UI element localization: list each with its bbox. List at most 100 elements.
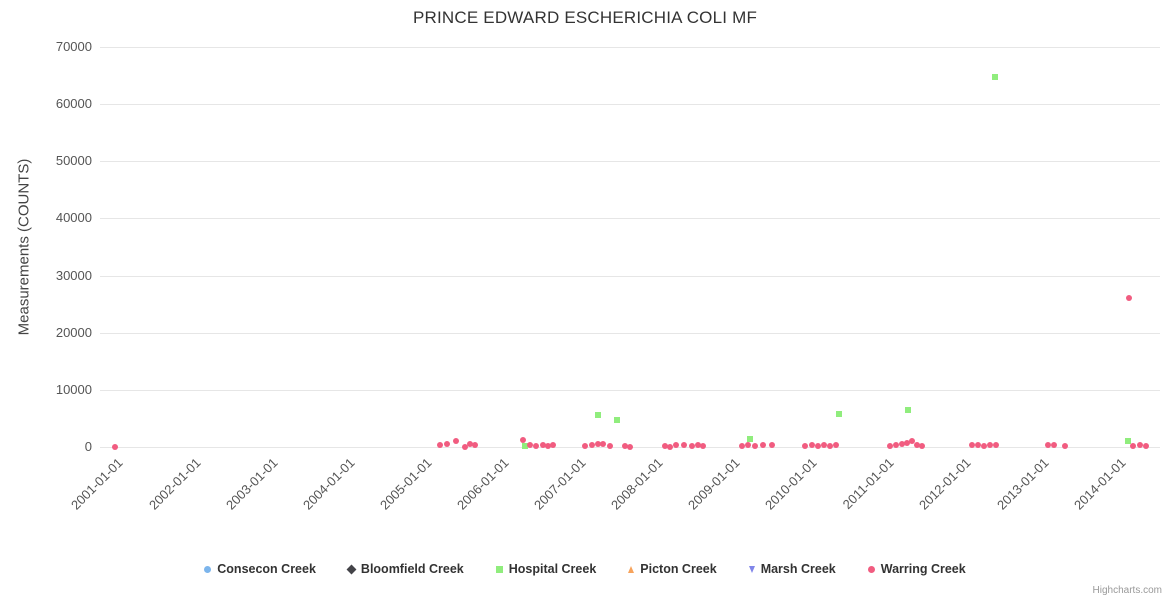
data-point[interactable]	[918, 442, 925, 449]
data-point[interactable]	[666, 444, 673, 450]
x-tick-label: 2005-01-01	[376, 455, 435, 513]
data-point[interactable]	[893, 442, 900, 449]
legend-item[interactable]: Marsh Creek	[748, 562, 836, 576]
data-point[interactable]	[975, 442, 982, 449]
data-point[interactable]	[621, 442, 628, 449]
data-point[interactable]	[443, 441, 450, 448]
data-point[interactable]	[836, 411, 843, 418]
data-point[interactable]	[471, 442, 478, 449]
data-point[interactable]	[968, 442, 975, 449]
data-point[interactable]	[759, 442, 766, 449]
data-point[interactable]	[527, 442, 534, 449]
gridline	[100, 389, 1160, 391]
data-point[interactable]	[908, 438, 915, 445]
square-icon	[495, 565, 503, 573]
legend-item[interactable]: Bloomfield Creek	[346, 562, 464, 576]
y-tick-label: 0	[84, 439, 92, 454]
data-point[interactable]	[1050, 442, 1057, 449]
y-tick-label: 50000	[55, 153, 92, 169]
x-tick-label: 2002-01-01	[145, 455, 204, 513]
legend-label: Marsh Creek	[760, 562, 836, 576]
highcharts-credits-link[interactable]: Highcharts.com	[1092, 585, 1162, 596]
data-point[interactable]	[436, 442, 443, 449]
x-tick-label: 2012-01-01	[916, 455, 975, 513]
legend-item[interactable]: Warring Creek	[867, 562, 966, 576]
data-point[interactable]	[752, 442, 759, 449]
x-tick-label: 2013-01-01	[993, 455, 1052, 513]
data-point[interactable]	[1062, 442, 1069, 449]
data-point[interactable]	[540, 442, 547, 449]
data-point[interactable]	[627, 444, 634, 450]
data-point[interactable]	[672, 442, 679, 449]
data-point[interactable]	[1136, 442, 1143, 449]
x-tick-label: 2008-01-01	[608, 455, 666, 513]
gridline	[100, 104, 1160, 106]
data-point[interactable]	[1125, 437, 1132, 444]
data-point[interactable]	[453, 438, 460, 445]
x-tick-label: 2006-01-01	[453, 455, 512, 513]
data-point[interactable]	[112, 444, 119, 450]
gridline	[100, 161, 1160, 163]
y-axis-title: Measurements (COUNTS)	[15, 158, 33, 336]
data-point[interactable]	[595, 412, 601, 418]
data-point[interactable]	[739, 442, 746, 449]
data-point[interactable]	[599, 441, 606, 448]
data-point[interactable]	[814, 442, 821, 449]
gridline	[100, 275, 1160, 277]
data-point[interactable]	[461, 444, 468, 450]
data-point[interactable]	[746, 436, 753, 442]
data-point[interactable]	[581, 442, 588, 449]
data-point[interactable]	[820, 442, 827, 449]
data-point[interactable]	[986, 442, 993, 449]
data-point[interactable]	[544, 442, 551, 449]
data-point[interactable]	[695, 442, 702, 449]
data-point[interactable]	[1130, 442, 1137, 449]
legend-label: Hospital Creek	[508, 562, 597, 576]
data-point[interactable]	[533, 442, 540, 449]
data-point[interactable]	[607, 442, 614, 449]
data-point[interactable]	[745, 442, 752, 449]
data-point[interactable]	[662, 442, 669, 449]
y-tick-label: 40000	[55, 210, 92, 226]
data-point[interactable]	[904, 440, 911, 446]
data-point[interactable]	[699, 442, 706, 449]
data-point[interactable]	[898, 441, 905, 448]
diamond-icon	[346, 564, 357, 574]
data-point[interactable]	[827, 442, 834, 449]
data-point[interactable]	[981, 442, 988, 449]
data-point[interactable]	[595, 441, 601, 448]
data-point[interactable]	[769, 442, 776, 449]
data-point[interactable]	[904, 406, 911, 413]
circle-icon	[204, 565, 212, 573]
data-point[interactable]	[467, 441, 474, 448]
data-point[interactable]	[614, 416, 621, 423]
data-point[interactable]	[689, 442, 696, 449]
data-point[interactable]	[520, 437, 527, 444]
data-point[interactable]	[681, 442, 688, 449]
x-tick-label: 2014-01-01	[1070, 455, 1129, 513]
data-point[interactable]	[550, 442, 557, 449]
data-point[interactable]	[887, 442, 894, 449]
x-tick-label: 2004-01-01	[299, 455, 358, 513]
legend-item[interactable]: Hospital Creek	[495, 562, 597, 576]
data-point[interactable]	[588, 442, 595, 449]
data-point[interactable]	[1143, 442, 1150, 449]
x-tick-label: 2003-01-01	[222, 455, 281, 513]
data-point[interactable]	[992, 73, 999, 80]
data-point[interactable]	[833, 442, 840, 449]
data-point[interactable]	[992, 442, 999, 449]
legend-item[interactable]: Picton Creek	[628, 562, 717, 576]
legend-item[interactable]: Consecon Creek	[204, 562, 316, 576]
legend: Consecon Creek Bloomfield Creek Hospital C…	[0, 562, 1170, 576]
x-tick-label: 2001-01-01	[68, 455, 127, 513]
x-tick-label: 2011-01-01	[839, 455, 897, 512]
data-point[interactable]	[914, 442, 921, 449]
data-point[interactable]	[802, 442, 809, 449]
legend-label: Consecon Creek	[217, 562, 316, 576]
data-point[interactable]	[1126, 295, 1133, 302]
circle-icon	[867, 565, 875, 573]
data-point[interactable]	[809, 442, 816, 449]
data-point[interactable]	[521, 442, 528, 449]
data-point[interactable]	[1045, 442, 1052, 449]
